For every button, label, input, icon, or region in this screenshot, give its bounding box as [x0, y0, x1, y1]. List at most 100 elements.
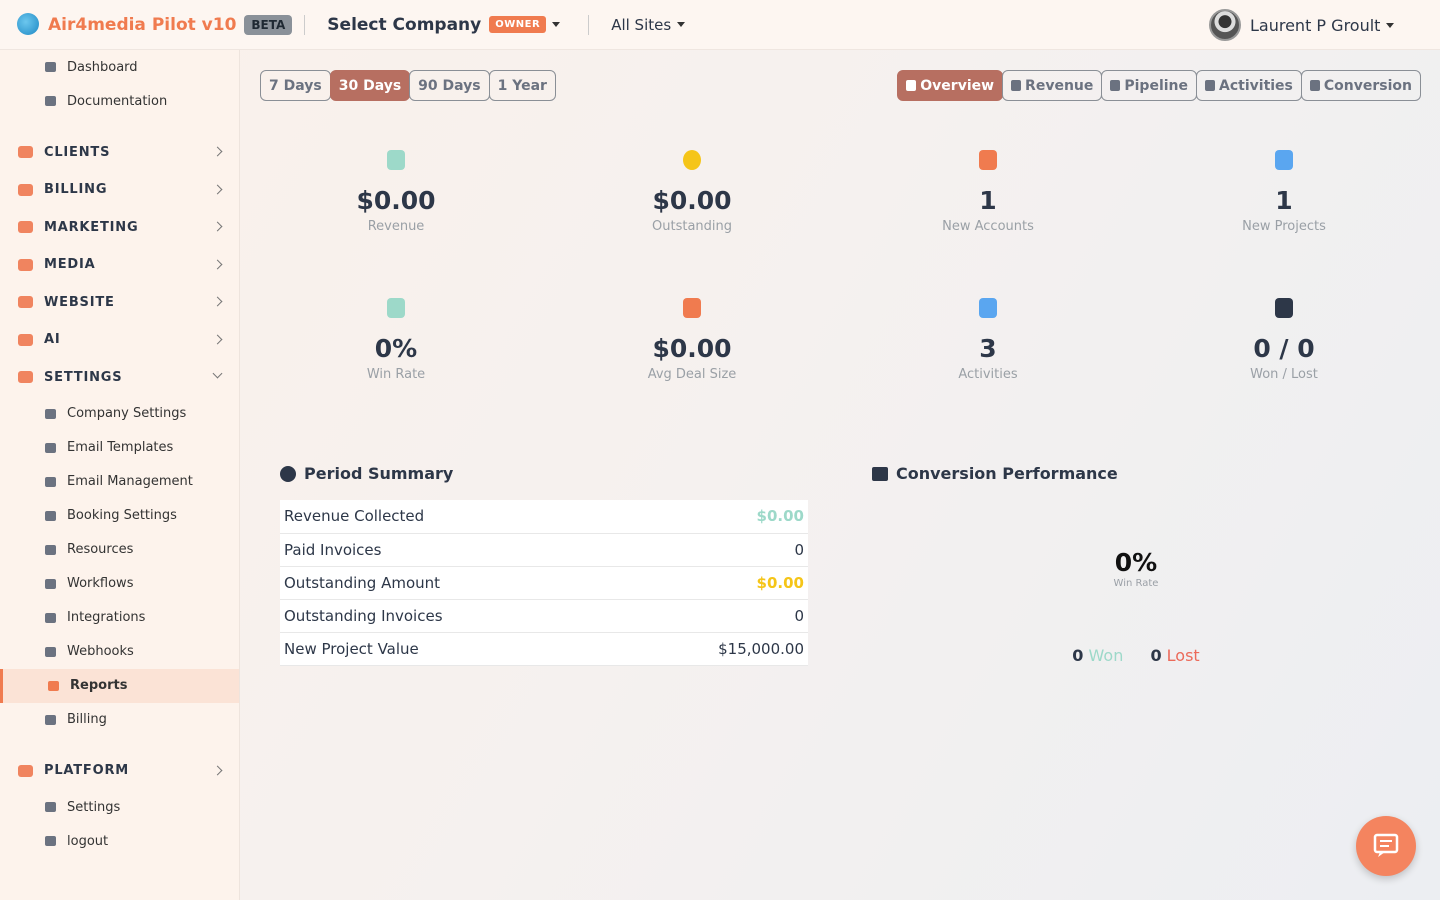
summary-value: $15,000.00 [617, 632, 808, 666]
nav-item[interactable]: Integrations [0, 601, 239, 635]
stat-value: $0.00 [652, 186, 732, 215]
chevron [212, 368, 223, 379]
nav-section[interactable]: SETTINGS [0, 359, 239, 395]
nav-section[interactable]: AI [0, 322, 239, 358]
caret [677, 22, 686, 27]
stat-icon [683, 298, 701, 318]
stat-label: New Accounts [942, 219, 1034, 234]
summary-title: Period Summary [304, 464, 454, 483]
caret [1386, 22, 1395, 28]
nav-icon [45, 442, 56, 453]
stat-card: 1 New Projects [1139, 150, 1429, 234]
nav-item[interactable]: Company Settings [0, 397, 239, 431]
trophy-icon [872, 466, 888, 481]
summary-value: $0.00 [617, 500, 808, 534]
stat-card: 0% Win Rate [251, 298, 541, 382]
chevron [212, 184, 223, 194]
stat-value: $0.00 [652, 334, 732, 363]
tab-button[interactable]: Overview [897, 70, 1004, 101]
stat-value: 0 / 0 [1253, 334, 1315, 363]
nav-item[interactable]: logout [0, 824, 239, 858]
nav-icon [45, 836, 56, 846]
nav-label: logout [67, 833, 109, 849]
tab-label: Activities [1219, 77, 1293, 94]
nav-item[interactable]: Resources [0, 533, 239, 567]
period-buttons: 7 Days 30 Days 90 Days 1 Year [260, 70, 556, 101]
lost-count: 0 [1150, 646, 1162, 665]
nav-section[interactable]: MARKETING [0, 209, 239, 245]
stat-value: $0.00 [356, 186, 436, 215]
nav-item[interactable]: Documentation [0, 84, 239, 118]
chat-button[interactable] [1356, 816, 1416, 876]
period-button[interactable]: 90 Days [409, 70, 490, 101]
summary-label: Outstanding Invoices [280, 599, 618, 633]
stat-label: Activities [958, 367, 1018, 382]
stat-value: 1 [1275, 186, 1293, 215]
period-button[interactable]: 7 Days [260, 70, 331, 101]
nav-section[interactable]: PLATFORM [0, 753, 239, 789]
beta-badge: BETA [244, 14, 293, 35]
nav-label: Workflows [67, 576, 134, 591]
nav-section[interactable]: BILLING [0, 172, 239, 208]
nav-item[interactable]: Settings [0, 790, 239, 824]
nav-label: Webhooks [67, 644, 134, 659]
nav-icon [45, 96, 56, 106]
lost-label: Lost [1166, 646, 1200, 665]
summary-label: Outstanding Amount [280, 566, 618, 600]
logo [17, 13, 39, 35]
nav-label: Reports [70, 678, 128, 693]
tab-button[interactable]: Activities [1196, 70, 1302, 101]
user-name: Laurent P Groult [1250, 15, 1381, 35]
section-icon [18, 764, 33, 777]
won-label: Won [1088, 646, 1124, 665]
chat-icon [1373, 833, 1399, 857]
stat-card: 0 / 0 Won / Lost [1139, 298, 1429, 382]
nav-item[interactable]: Billing [0, 703, 239, 737]
nav-item[interactable]: Dashboard [0, 50, 239, 84]
stat-icon [1275, 150, 1293, 170]
section-icon [18, 146, 33, 158]
section-label: CLIENTS [44, 144, 111, 160]
summary-value: 0 [617, 599, 808, 633]
sites-select[interactable]: All Sites [611, 15, 672, 34]
stat-icon [683, 150, 701, 170]
nav-item[interactable]: Booking Settings [0, 499, 239, 533]
summary-row: New Project Value $15,000.00 [280, 632, 808, 666]
nav-icon [45, 510, 56, 521]
stat-icon [979, 298, 997, 318]
nav-item[interactable]: Reports [0, 668, 239, 703]
stat-value: 3 [979, 334, 997, 363]
summary-row: Outstanding Invoices 0 [280, 599, 808, 633]
summary-value: 0 [617, 533, 808, 567]
stat-card: $0.00 Revenue [251, 150, 541, 234]
tab-button[interactable]: Revenue [1002, 70, 1103, 101]
tab-button[interactable]: Conversion [1300, 70, 1421, 101]
section-icon [18, 221, 33, 233]
tab-icon [1309, 80, 1320, 91]
nav-label: Billing [67, 712, 107, 727]
nav-section[interactable]: CLIENTS [0, 134, 239, 170]
caret [552, 22, 561, 27]
period-button[interactable]: 1 Year [488, 70, 556, 101]
stat-label: Outstanding [652, 219, 732, 234]
nav-item[interactable]: Email Management [0, 465, 239, 499]
nav-label: Company Settings [67, 406, 187, 421]
user-menu[interactable]: Laurent P Groult [1209, 9, 1395, 41]
nav-label: Email Management [67, 474, 193, 489]
stat-value: 0% [374, 334, 418, 363]
nav-item[interactable]: Webhooks [0, 635, 239, 669]
nav-section[interactable]: WEBSITE [0, 284, 239, 320]
tab-button[interactable]: Pipeline [1101, 70, 1198, 101]
stat-value: 1 [979, 186, 997, 215]
nav-section[interactable]: MEDIA [0, 247, 239, 283]
section-label: PLATFORM [44, 763, 130, 778]
nav-item[interactable]: Email Templates [0, 431, 239, 465]
company-select[interactable]: Select Company [327, 14, 482, 35]
period-button[interactable]: 30 Days [329, 70, 411, 101]
nav-item[interactable]: Workflows [0, 567, 239, 601]
role-badge: OWNER [489, 16, 547, 33]
summary-table: Revenue Collected $0.00 Paid Invoices 0 Outs… [280, 500, 808, 666]
stat-label: New Projects [1242, 219, 1326, 234]
stat-label: Revenue [367, 219, 425, 234]
brand[interactable]: Air4media Pilot v10 [48, 14, 237, 35]
